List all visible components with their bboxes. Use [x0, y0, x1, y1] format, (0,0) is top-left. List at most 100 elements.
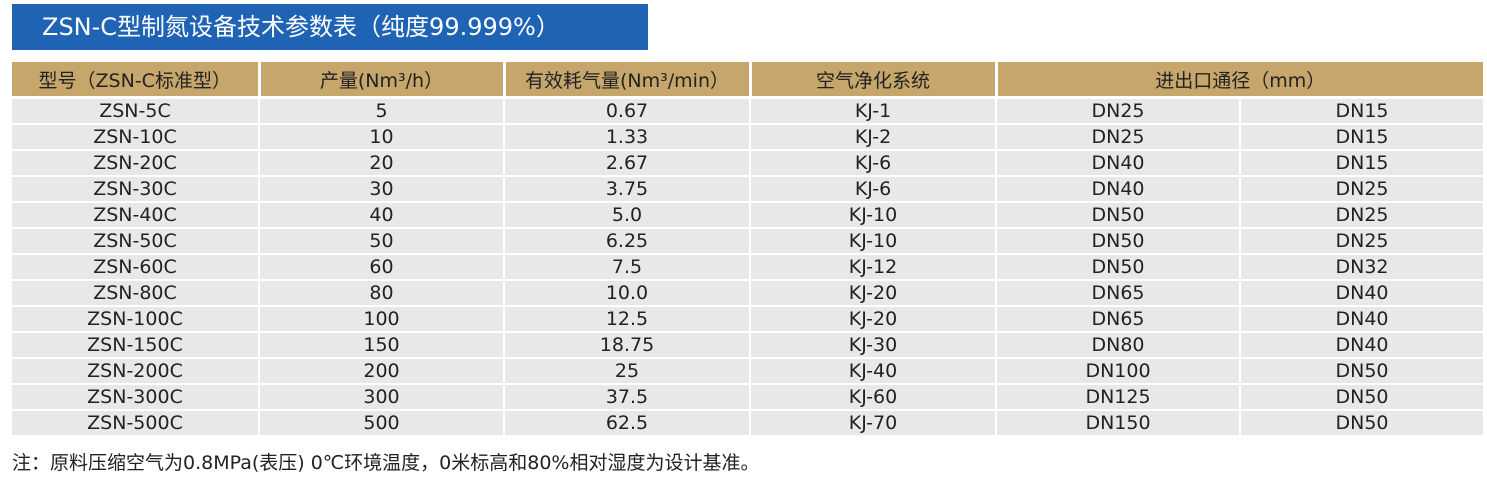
cell-outlet-diameter: DN15: [1239, 150, 1483, 177]
cell-air-consumption: 25: [503, 358, 750, 385]
table-row: ZSN-50C 50 6.25 KJ-10 DN50 DN25: [12, 228, 1483, 255]
cell-air-purification: KJ-20: [749, 280, 996, 307]
cell-inlet-diameter: DN65: [995, 280, 1240, 307]
cell-air-purification: KJ-1: [749, 97, 996, 125]
cell-inlet-diameter: DN100: [995, 358, 1240, 385]
cell-outlet-diameter: DN50: [1239, 384, 1483, 411]
cell-inlet-diameter: DN50: [995, 228, 1240, 255]
table-row: ZSN-20C 20 2.67 KJ-6 DN40 DN15: [12, 150, 1483, 177]
spec-table-container: 型号（ZSN-C标准型） 产量(Nm³/h） 有效耗气量(Nm³/min） 空气…: [12, 62, 1483, 437]
cell-output: 40: [258, 202, 504, 229]
cell-outlet-diameter: DN15: [1239, 97, 1483, 125]
cell-model: ZSN-30C: [12, 176, 259, 203]
cell-outlet-diameter: DN50: [1239, 410, 1483, 437]
header-port-diameter: 进出口通径（mm）: [994, 62, 1483, 99]
cell-inlet-diameter: DN40: [995, 150, 1240, 177]
cell-air-purification: KJ-70: [749, 410, 996, 437]
cell-outlet-diameter: DN40: [1239, 280, 1483, 307]
cell-output: 80: [258, 280, 504, 307]
cell-air-purification: KJ-2: [749, 124, 996, 151]
table-body: ZSN-5C 5 0.67 KJ-1 DN25 DN15 ZSN-10C 10 1.33 KJ-2…: [12, 97, 1483, 437]
cell-outlet-diameter: DN32: [1239, 254, 1483, 281]
cell-air-purification: KJ-30: [749, 332, 996, 359]
cell-air-purification: KJ-60: [749, 384, 996, 411]
table-row: ZSN-300C 300 37.5 KJ-60 DN125 DN50: [12, 384, 1483, 411]
cell-output: 100: [258, 306, 504, 333]
cell-outlet-diameter: DN40: [1239, 332, 1483, 359]
cell-air-consumption: 62.5: [503, 410, 750, 437]
table-row: ZSN-60C 60 7.5 KJ-12 DN50 DN32: [12, 254, 1483, 281]
spec-table: 型号（ZSN-C标准型） 产量(Nm³/h） 有效耗气量(Nm³/min） 空气…: [12, 62, 1483, 437]
cell-inlet-diameter: DN50: [995, 202, 1240, 229]
table-row: ZSN-5C 5 0.67 KJ-1 DN25 DN15: [12, 97, 1483, 125]
cell-output: 200: [258, 358, 504, 385]
cell-air-consumption: 37.5: [503, 384, 750, 411]
cell-model: ZSN-50C: [12, 228, 259, 255]
cell-model: ZSN-60C: [12, 254, 259, 281]
cell-output: 30: [258, 176, 504, 203]
cell-output: 60: [258, 254, 504, 281]
cell-inlet-diameter: DN25: [995, 124, 1240, 151]
cell-model: ZSN-80C: [12, 280, 259, 307]
cell-air-purification: KJ-20: [749, 306, 996, 333]
table-row: ZSN-10C 10 1.33 KJ-2 DN25 DN15: [12, 124, 1483, 151]
cell-outlet-diameter: DN25: [1239, 176, 1483, 203]
cell-model: ZSN-150C: [12, 332, 259, 359]
cell-model: ZSN-500C: [12, 410, 259, 437]
table-row: ZSN-500C 500 62.5 KJ-70 DN150 DN50: [12, 410, 1483, 437]
cell-inlet-diameter: DN25: [995, 97, 1240, 125]
cell-inlet-diameter: DN65: [995, 306, 1240, 333]
table-row: ZSN-30C 30 3.75 KJ-6 DN40 DN25: [12, 176, 1483, 203]
cell-outlet-diameter: DN25: [1239, 202, 1483, 229]
table-row: ZSN-80C 80 10.0 KJ-20 DN65 DN40: [12, 280, 1483, 307]
cell-air-consumption: 0.67: [503, 97, 750, 125]
cell-model: ZSN-40C: [12, 202, 259, 229]
footnote: 注：原料压缩空气为0.8MPa(表压) 0℃环境温度，0米标高和80%相对湿度为…: [12, 452, 760, 474]
cell-air-purification: KJ-6: [749, 176, 996, 203]
cell-output: 300: [258, 384, 504, 411]
cell-outlet-diameter: DN50: [1239, 358, 1483, 385]
cell-model: ZSN-100C: [12, 306, 259, 333]
page-title: ZSN-C型制氮设备技术参数表（纯度99.999%）: [12, 4, 648, 50]
cell-air-consumption: 6.25: [503, 228, 750, 255]
cell-inlet-diameter: DN125: [995, 384, 1240, 411]
header-air-purification: 空气净化系统: [748, 62, 996, 99]
cell-model: ZSN-200C: [12, 358, 259, 385]
cell-output: 20: [258, 150, 504, 177]
cell-inlet-diameter: DN50: [995, 254, 1240, 281]
cell-air-purification: KJ-10: [749, 228, 996, 255]
table-row: ZSN-150C 150 18.75 KJ-30 DN80 DN40: [12, 332, 1483, 359]
cell-model: ZSN-5C: [12, 97, 259, 125]
cell-output: 150: [258, 332, 504, 359]
cell-inlet-diameter: DN150: [995, 410, 1240, 437]
cell-model: ZSN-300C: [12, 384, 259, 411]
cell-output: 50: [258, 228, 504, 255]
cell-outlet-diameter: DN15: [1239, 124, 1483, 151]
cell-air-consumption: 10.0: [503, 280, 750, 307]
table-row: ZSN-100C 100 12.5 KJ-20 DN65 DN40: [12, 306, 1483, 333]
cell-air-consumption: 2.67: [503, 150, 750, 177]
table-row: ZSN-40C 40 5.0 KJ-10 DN50 DN25: [12, 202, 1483, 229]
table-row: ZSN-200C 200 25 KJ-40 DN100 DN50: [12, 358, 1483, 385]
cell-air-purification: KJ-10: [749, 202, 996, 229]
header-air-consumption: 有效耗气量(Nm³/min）: [502, 62, 750, 99]
cell-output: 500: [258, 410, 504, 437]
cell-air-consumption: 5.0: [503, 202, 750, 229]
cell-output: 5: [258, 97, 504, 125]
cell-air-consumption: 1.33: [503, 124, 750, 151]
cell-air-consumption: 12.5: [503, 306, 750, 333]
cell-air-purification: KJ-6: [749, 150, 996, 177]
table-header-row: 型号（ZSN-C标准型） 产量(Nm³/h） 有效耗气量(Nm³/min） 空气…: [12, 62, 1483, 99]
cell-model: ZSN-20C: [12, 150, 259, 177]
cell-air-purification: KJ-40: [749, 358, 996, 385]
cell-air-consumption: 18.75: [503, 332, 750, 359]
cell-air-consumption: 3.75: [503, 176, 750, 203]
cell-output: 10: [258, 124, 504, 151]
cell-outlet-diameter: DN25: [1239, 228, 1483, 255]
header-output: 产量(Nm³/h）: [257, 62, 504, 99]
cell-inlet-diameter: DN40: [995, 176, 1240, 203]
cell-inlet-diameter: DN80: [995, 332, 1240, 359]
cell-air-consumption: 7.5: [503, 254, 750, 281]
header-model: 型号（ZSN-C标准型）: [12, 62, 259, 99]
cell-air-purification: KJ-12: [749, 254, 996, 281]
